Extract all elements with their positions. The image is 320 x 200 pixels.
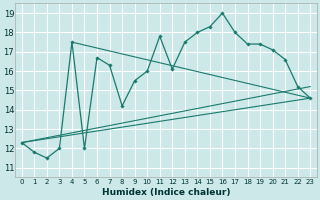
X-axis label: Humidex (Indice chaleur): Humidex (Indice chaleur) bbox=[102, 188, 230, 197]
